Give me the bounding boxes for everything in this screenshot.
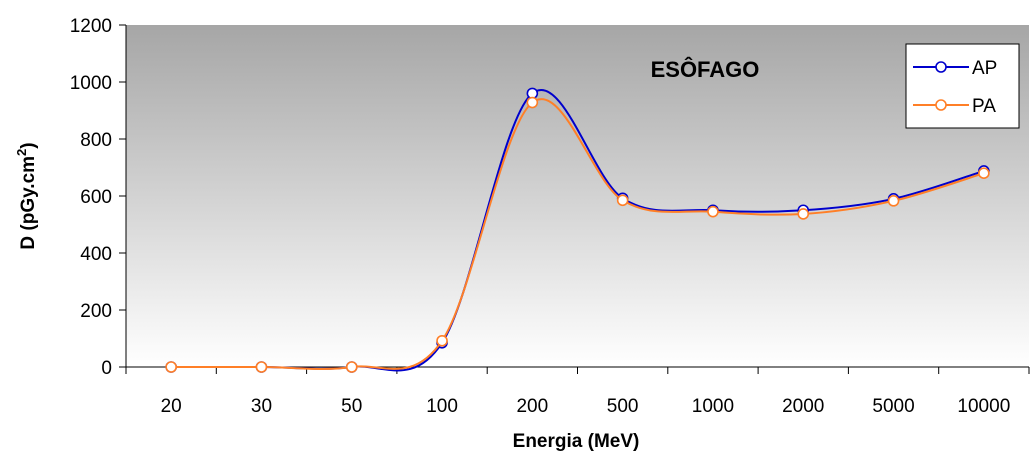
data-point-pa (616, 194, 629, 207)
y-tick-label: 400 (80, 244, 112, 265)
x-tick-label: 30 (251, 396, 272, 417)
x-tick-label: 10000 (957, 396, 1010, 417)
data-point-pa (345, 361, 358, 373)
legend-marker-ap (935, 61, 947, 73)
y-axis-title: D (pGy.cm2) (14, 142, 39, 249)
x-tick-label: 2000 (782, 396, 824, 417)
y-axis-title-main: D (pGy.cm (18, 156, 39, 250)
x-tick-label: 5000 (872, 396, 914, 417)
data-point-pa (255, 361, 268, 373)
y-tick-label: 1200 (70, 16, 112, 37)
x-tick-label: 500 (607, 396, 639, 417)
legend-marker-pa (935, 99, 947, 111)
x-tick-label: 50 (341, 396, 362, 417)
data-point-pa (887, 195, 900, 207)
data-point-pa (978, 167, 990, 179)
y-axis-title-superscript: 2 (14, 149, 29, 156)
y-tick-label: 600 (80, 187, 112, 208)
chart-title: ESÔFAGO (651, 57, 760, 82)
axes: 0 200 400 600 800 1000 1200 20 30 50 100 200 500 1000… (70, 16, 1030, 417)
data-point-pa (526, 96, 539, 109)
y-axis-title-close: ) (18, 142, 39, 148)
data-point-pa (165, 361, 177, 373)
y-tick-label: 1000 (70, 73, 112, 94)
x-tick-label: 200 (516, 396, 548, 417)
x-tick-label: 100 (426, 396, 458, 417)
legend-label-pa: PA (972, 96, 996, 117)
x-tick-label: 1000 (692, 396, 734, 417)
y-tick-label: 0 (101, 358, 112, 379)
data-point-pa (797, 208, 810, 220)
legend-box (905, 43, 1020, 129)
legend: AP PA (905, 43, 1020, 129)
x-axis-title: Energia (MeV) (513, 431, 640, 452)
legend-label-ap: AP (972, 58, 997, 79)
series-line-pa (171, 98, 985, 370)
y-tick-label: 800 (80, 130, 112, 151)
plot-area (126, 25, 1029, 367)
x-tick-label: 20 (161, 396, 182, 417)
series-layer (165, 87, 990, 373)
data-point-pa (707, 205, 719, 218)
y-tick-label: 200 (80, 301, 112, 322)
data-point-pa (436, 334, 448, 347)
